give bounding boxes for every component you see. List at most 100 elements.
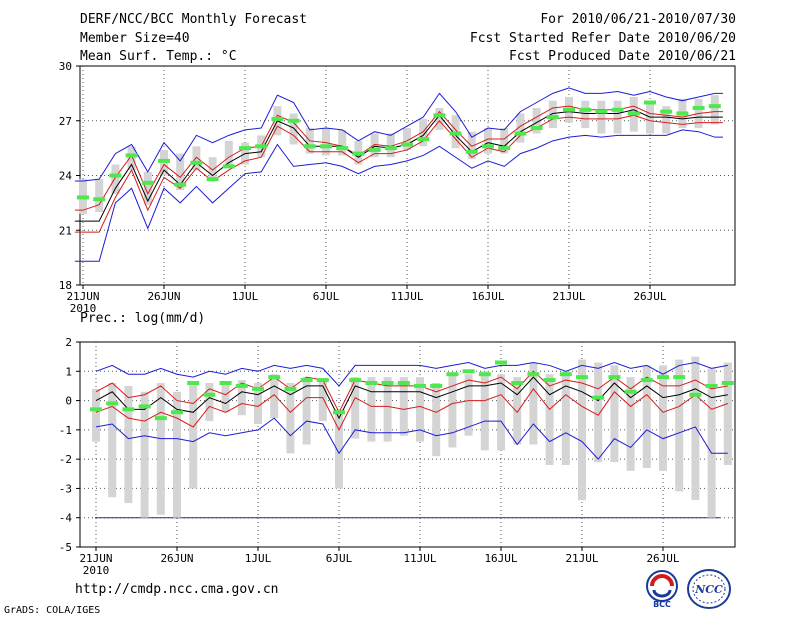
- prec-xtick-label: 6JUL: [326, 552, 353, 565]
- prec-observed-marker: [414, 383, 426, 388]
- temp-spread-box: [532, 107, 541, 134]
- prec-observed-marker: [559, 372, 572, 377]
- prec-spread-box: [464, 374, 473, 436]
- temp-observed-marker: [77, 195, 89, 200]
- prec-p-lower-line: [95, 388, 728, 431]
- temp-spread-box: [208, 157, 217, 181]
- prec-observed-marker: [608, 375, 621, 380]
- prec-observed-marker: [381, 381, 394, 385]
- temp-observed-marker: [352, 151, 365, 156]
- prec-observed-marker: [640, 378, 653, 383]
- prec-observed-marker: [316, 378, 329, 383]
- temp-observed-marker: [708, 104, 721, 109]
- temp-xtick-label: 26JUN: [147, 290, 180, 303]
- prec-ytick-label: -1: [59, 424, 72, 437]
- prec-max-line: [95, 361, 728, 387]
- temp-observed-marker: [514, 131, 527, 136]
- prec-spread-box: [707, 368, 716, 518]
- prec-observed-marker: [397, 381, 410, 385]
- prec-spread-box: [124, 385, 133, 504]
- temp-min-line: [74, 129, 723, 262]
- prec-spread-box: [205, 383, 214, 422]
- prec-spread-box: [561, 371, 570, 465]
- prec-observed-marker: [657, 375, 669, 380]
- prec-observed-marker: [446, 372, 459, 377]
- prec-observed-marker: [252, 386, 264, 391]
- prec-xtick-label: 21JUN: [79, 552, 112, 565]
- prec-observed-marker: [138, 404, 151, 409]
- prec-ytick-label: 2: [65, 336, 72, 349]
- temp-observed-marker: [563, 107, 575, 112]
- prec-spread-box: [140, 391, 149, 518]
- prec-spread-box: [529, 362, 538, 445]
- temp-observed-marker: [239, 146, 251, 151]
- temp-xtick-label: 16JUL: [471, 290, 504, 303]
- prec-spread-box: [237, 380, 246, 416]
- prec-year-label: 2010: [83, 564, 110, 577]
- prec-observed-marker: [543, 378, 556, 383]
- temp-spread-box: [224, 140, 233, 167]
- prec-spread-box: [270, 374, 279, 419]
- temp-observed-marker: [109, 173, 122, 178]
- temp-observed-marker: [417, 137, 430, 141]
- prec-spread-box: [399, 377, 408, 436]
- chart-title: DERF/NCC/BCC Monthly Forecast: [80, 12, 307, 27]
- temp-observed-marker: [158, 158, 170, 163]
- bcc-logo: BCC: [646, 570, 678, 609]
- temp-observed-marker: [579, 107, 592, 112]
- temp-observed-marker: [627, 111, 640, 116]
- prec-spread-box: [610, 365, 619, 463]
- temp-spread-box: [613, 100, 622, 134]
- prec-spread-box: [383, 377, 392, 442]
- ncc-logo: NCC: [687, 569, 731, 609]
- temp-observed-marker: [644, 100, 656, 105]
- source-url[interactable]: http://cmdp.ncc.cma.gov.cn: [75, 582, 279, 597]
- prec-xtick-label: 1JUL: [245, 552, 272, 565]
- temp-spread-box: [500, 128, 509, 154]
- temp-observed-marker: [174, 182, 187, 187]
- fcst-started-date: Fcst Started Refer Date 2010/06/20: [469, 31, 736, 46]
- prec-plot-frame: [79, 341, 736, 548]
- prec-panel-title: Prec.: log(mm/d): [80, 311, 205, 326]
- temp-observed-marker: [546, 115, 559, 120]
- temp-observed-marker: [611, 107, 624, 112]
- prec-xtick-label: 26JUN: [160, 552, 193, 565]
- temp-observed-marker: [595, 109, 608, 114]
- variable-label: Mean Surf. Temp.: °C: [80, 49, 237, 64]
- prec-observed-marker: [462, 369, 475, 374]
- prec-observed-marker: [90, 407, 102, 412]
- temp-spread-box: [516, 113, 525, 143]
- prec-spread-box: [318, 380, 327, 422]
- prec-spread-box: [108, 383, 117, 498]
- temp-observed-marker: [384, 146, 397, 151]
- prec-observed-marker: [721, 381, 734, 385]
- temp-p-upper-line: [74, 105, 723, 211]
- prec-ytick-label: -5: [59, 541, 72, 554]
- temp-observed-marker: [141, 180, 154, 185]
- prec-observed-marker: [430, 383, 443, 388]
- temp-p-lower-line: [74, 114, 723, 233]
- temp-ytick-label: 27: [59, 115, 72, 128]
- temp-spread-box: [419, 118, 428, 147]
- prec-observed-marker: [171, 410, 183, 415]
- temp-observed-marker: [530, 126, 543, 131]
- temp-spread-box: [484, 128, 492, 154]
- temp-spread-box: [370, 133, 379, 158]
- temp-spread-box: [111, 164, 120, 194]
- prec-spread-box: [626, 377, 635, 471]
- prec-spread-box: [416, 377, 424, 442]
- temp-spread-box: [289, 113, 298, 145]
- prec-spread-box: [642, 365, 651, 468]
- prec-observed-marker: [527, 372, 540, 377]
- prec-spread-box: [675, 359, 684, 492]
- prec-observed-marker: [349, 378, 362, 383]
- prec-xtick-label: 21JUL: [565, 552, 598, 565]
- temp-xtick-label: 21JUN: [66, 290, 99, 303]
- prec-observed-marker: [495, 360, 507, 365]
- prec-observed-marker: [187, 381, 200, 385]
- temp-spread-box: [322, 128, 330, 156]
- temp-observed-marker: [433, 113, 446, 118]
- prec-observed-marker: [268, 375, 281, 380]
- prec-spread-box: [513, 377, 522, 445]
- temp-observed-marker: [255, 144, 268, 149]
